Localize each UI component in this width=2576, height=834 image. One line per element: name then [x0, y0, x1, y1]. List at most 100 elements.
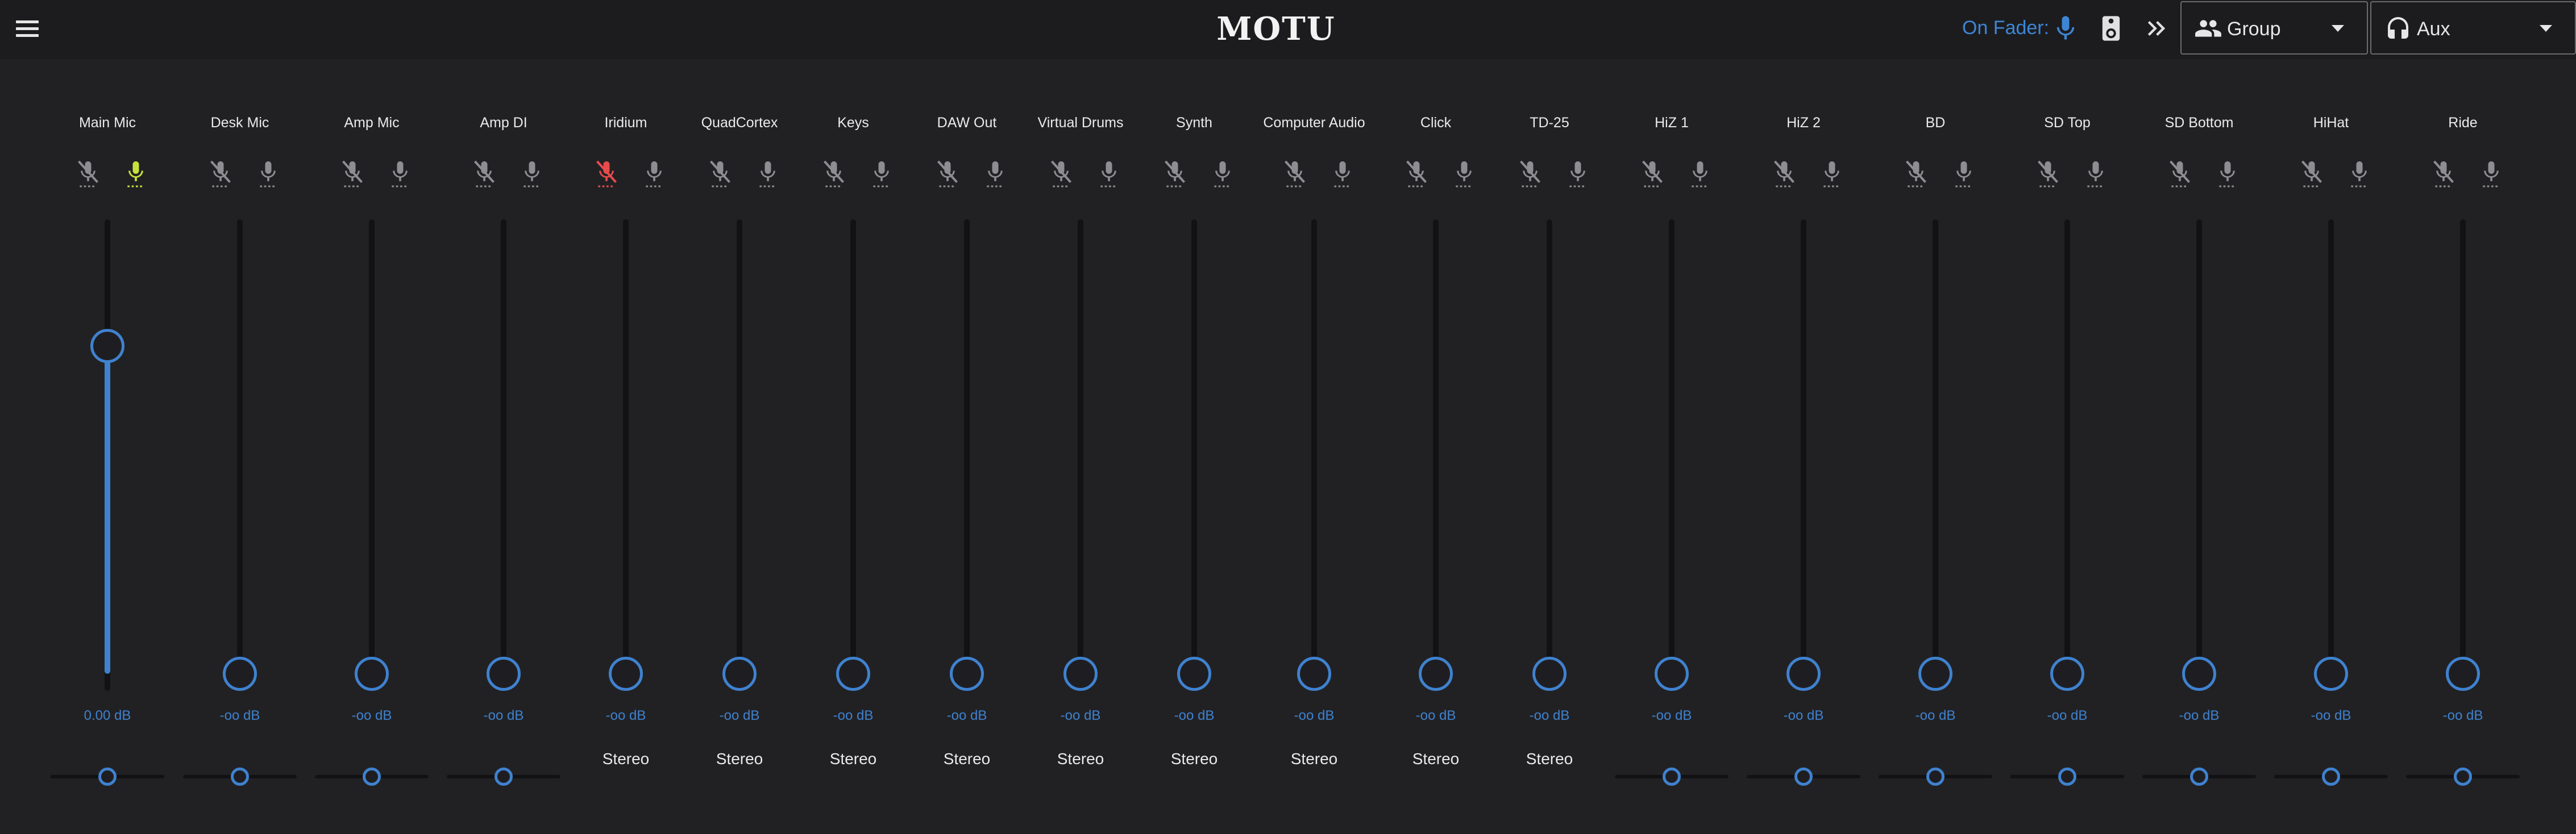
- solo-mic-icon[interactable]: [983, 159, 1008, 189]
- fader-knob[interactable]: [223, 657, 257, 691]
- speaker-icon[interactable]: [2096, 14, 2126, 43]
- mute-mic-icon[interactable]: [208, 159, 233, 189]
- pan-knob[interactable]: [495, 768, 513, 786]
- solo-mic-icon[interactable]: [2479, 159, 2504, 189]
- channel-name: Keys: [837, 115, 869, 131]
- mute-mic-icon[interactable]: [2431, 159, 2456, 189]
- fader-track[interactable]: [1191, 219, 1197, 691]
- fader-track[interactable]: [237, 219, 243, 691]
- mute-mic-icon[interactable]: [472, 159, 497, 189]
- fader-knob[interactable]: [1532, 657, 1567, 691]
- fader-knob[interactable]: [1419, 657, 1453, 691]
- mute-mic-icon[interactable]: [821, 159, 846, 189]
- fader-track[interactable]: [2064, 219, 2070, 691]
- mute-mic-icon[interactable]: [935, 159, 960, 189]
- pan-knob[interactable]: [2058, 768, 2076, 786]
- fader-knob[interactable]: [950, 657, 984, 691]
- fader-track[interactable]: [1433, 219, 1439, 691]
- mute-mic-icon[interactable]: [1772, 159, 1797, 189]
- mute-mic-icon[interactable]: [2299, 159, 2324, 189]
- aux-dropdown[interactable]: Aux: [2370, 1, 2576, 55]
- channel-name: Main Mic: [78, 115, 136, 131]
- solo-mic-icon[interactable]: [1096, 159, 1121, 189]
- pan-knob[interactable]: [2190, 768, 2208, 786]
- mute-mic-icon[interactable]: [1904, 159, 1929, 189]
- fader-track[interactable]: [2328, 219, 2334, 691]
- solo-mic-icon[interactable]: [123, 159, 148, 189]
- fader-track[interactable]: [623, 219, 629, 691]
- solo-mic-icon[interactable]: [755, 159, 780, 189]
- fader-knob[interactable]: [1063, 657, 1098, 691]
- solo-mic-icon[interactable]: [2347, 159, 2372, 189]
- fader-track[interactable]: [1547, 219, 1552, 691]
- solo-mic-icon[interactable]: [388, 159, 413, 189]
- fader-knob[interactable]: [2182, 657, 2216, 691]
- menu-icon[interactable]: [16, 20, 39, 37]
- fader-knob[interactable]: [1177, 657, 1211, 691]
- mute-mic-icon[interactable]: [1404, 159, 1429, 189]
- solo-mic-icon[interactable]: [642, 159, 667, 189]
- fader-knob[interactable]: [1655, 657, 1689, 691]
- fader-knob[interactable]: [2446, 657, 2480, 691]
- solo-mic-icon[interactable]: [1819, 159, 1844, 189]
- pan-knob[interactable]: [1926, 768, 1945, 786]
- solo-mic-icon[interactable]: [256, 159, 281, 189]
- fader-track[interactable]: [850, 219, 856, 691]
- channel-name: SD Top: [2044, 115, 2091, 131]
- db-readout: -oo dB: [2047, 708, 2088, 723]
- fader-track[interactable]: [1933, 219, 1938, 691]
- mute-mic-icon[interactable]: [708, 159, 733, 189]
- mute-mic-icon[interactable]: [76, 159, 101, 189]
- solo-mic-icon[interactable]: [869, 159, 894, 189]
- solo-mic-icon[interactable]: [1688, 159, 1713, 189]
- pan-knob[interactable]: [1794, 768, 1813, 786]
- pan-knob[interactable]: [1663, 768, 1681, 786]
- fader-knob[interactable]: [1297, 657, 1331, 691]
- fader-knob[interactable]: [1786, 657, 1821, 691]
- solo-mic-icon[interactable]: [1210, 159, 1235, 189]
- mute-mic-icon[interactable]: [1518, 159, 1543, 189]
- solo-mic-icon[interactable]: [1330, 159, 1355, 189]
- mute-mic-icon[interactable]: [1282, 159, 1307, 189]
- mute-mic-icon[interactable]: [594, 159, 619, 189]
- pan-knob[interactable]: [2454, 768, 2472, 786]
- fader-track[interactable]: [2460, 219, 2466, 691]
- solo-mic-icon[interactable]: [1951, 159, 1976, 189]
- fader-knob[interactable]: [836, 657, 870, 691]
- microphone-icon[interactable]: [2051, 14, 2080, 43]
- fader-track[interactable]: [501, 219, 506, 691]
- fader-knob[interactable]: [609, 657, 643, 691]
- fader-track[interactable]: [1311, 219, 1317, 691]
- fader-track[interactable]: [1669, 219, 1675, 691]
- pan-knob[interactable]: [2322, 768, 2340, 786]
- mute-mic-icon[interactable]: [1162, 159, 1187, 189]
- fader-knob[interactable]: [2314, 657, 2348, 691]
- solo-mic-icon[interactable]: [2083, 159, 2108, 189]
- mute-mic-icon[interactable]: [1640, 159, 1665, 189]
- pan-knob[interactable]: [231, 768, 249, 786]
- mute-mic-icon[interactable]: [2035, 159, 2060, 189]
- fader-track[interactable]: [369, 219, 375, 691]
- solo-mic-icon[interactable]: [2215, 159, 2240, 189]
- pan-knob[interactable]: [98, 768, 117, 786]
- mute-mic-icon[interactable]: [1049, 159, 1074, 189]
- fader-track[interactable]: [2196, 219, 2202, 691]
- pan-knob[interactable]: [363, 768, 381, 786]
- solo-mic-icon[interactable]: [1452, 159, 1477, 189]
- solo-mic-icon[interactable]: [1565, 159, 1590, 189]
- mute-mic-icon[interactable]: [340, 159, 365, 189]
- fader-knob[interactable]: [2050, 657, 2084, 691]
- fader-track[interactable]: [964, 219, 970, 691]
- fader-knob[interactable]: [1918, 657, 1952, 691]
- group-dropdown[interactable]: Group: [2180, 1, 2368, 55]
- fader-knob[interactable]: [487, 657, 521, 691]
- fader-track[interactable]: [737, 219, 742, 691]
- fader-knob[interactable]: [355, 657, 389, 691]
- solo-mic-icon[interactable]: [520, 159, 545, 189]
- mute-mic-icon[interactable]: [2167, 159, 2192, 189]
- fader-knob[interactable]: [722, 657, 757, 691]
- fader-track[interactable]: [1801, 219, 1806, 691]
- double-chevron-right-icon[interactable]: [2142, 14, 2171, 43]
- fader-knob[interactable]: [90, 328, 124, 363]
- fader-track[interactable]: [1078, 219, 1083, 691]
